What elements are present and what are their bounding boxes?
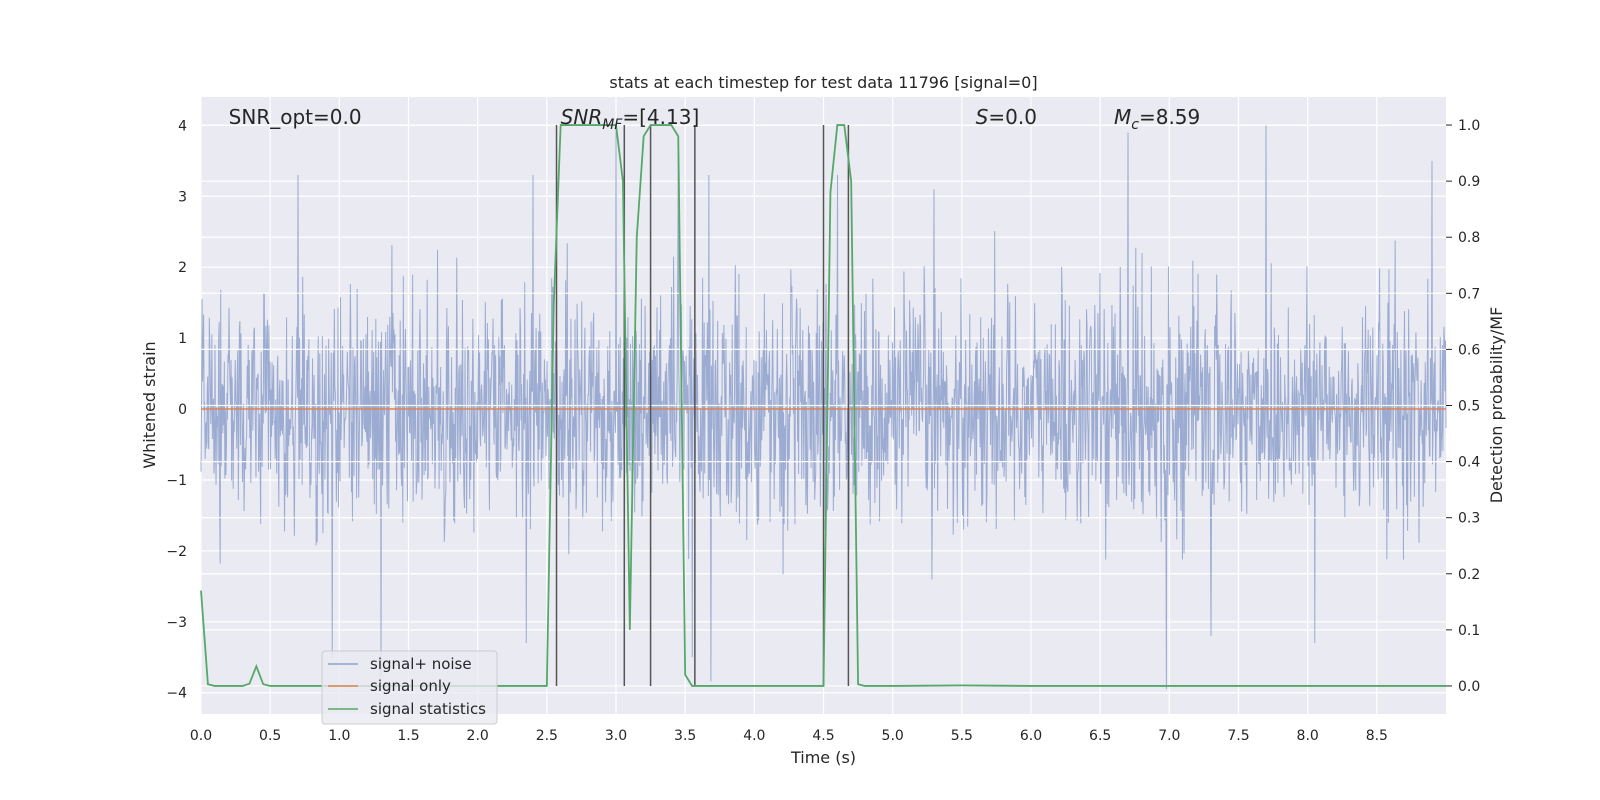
legend: signal+ noise signal only signal statist… (321, 650, 498, 725)
x-tick-label: 4.0 (743, 728, 765, 744)
y-left-axis-ticks: −4 −3 −2 −1 0 1 2 3 4 (166, 118, 187, 701)
y-right-tick-label: 0.4 (1458, 455, 1480, 471)
y-left-tick-label: −3 (166, 615, 187, 631)
y-left-axis-label: Whitened strain (140, 341, 159, 468)
y-left-tick-label: 3 (178, 189, 187, 205)
legend-label-signal-only: signal only (370, 677, 451, 695)
y-left-tick-label: −4 (166, 686, 187, 702)
y-left-tick-label: −1 (166, 473, 187, 489)
y-right-tick-label: 0.8 (1458, 230, 1480, 246)
x-tick-label: 3.0 (605, 728, 627, 744)
legend-label-signal-statistics: signal statistics (370, 700, 486, 718)
x-tick-label: 6.0 (1020, 728, 1042, 744)
x-axis-ticks: 0.0 0.5 1.0 1.5 2.0 2.5 3.0 3.5 4.0 4.5 5.0 5.5 6.0 6… (190, 728, 1388, 744)
y-left-tick-label: −2 (166, 544, 187, 560)
y-right-tick-label: 0.1 (1458, 623, 1480, 639)
annotations: SNR_opt=0.0 SNRMF=[4.13] S=0.0 Mc=8.59 (229, 105, 1201, 133)
x-tick-label: 5.5 (951, 728, 973, 744)
x-tick-label: 1.5 (397, 728, 419, 744)
x-tick-label: 8.0 (1297, 728, 1319, 744)
y-left-tick-label: 2 (178, 260, 187, 276)
annotation-1: SNRMF=[4.13] (561, 105, 700, 133)
x-tick-label: 7.0 (1158, 728, 1180, 744)
x-tick-label: 1.0 (328, 728, 350, 744)
y-left-tick-label: 4 (178, 118, 187, 134)
y-right-tick-label: 0.9 (1458, 174, 1480, 190)
y-right-tick-label: 1.0 (1458, 118, 1480, 134)
y-right-tick-label: 0.7 (1458, 286, 1480, 302)
annotation-3: Mc=8.59 (1114, 105, 1200, 133)
y-left-tick-label: 0 (178, 402, 187, 418)
signal-statistics-line (200, 124, 1446, 687)
legend-label-signal-noise: signal+ noise (370, 655, 472, 673)
x-tick-label: 0.5 (259, 728, 281, 744)
x-axis-label: Time (s) (790, 748, 856, 767)
x-tick-label: 3.5 (674, 728, 696, 744)
x-tick-label: 0.0 (190, 728, 212, 744)
y-right-tick-label: 0.0 (1458, 679, 1480, 695)
annotation-2: S=0.0 (976, 105, 1037, 129)
x-tick-label: 2.5 (536, 728, 558, 744)
legend-box (321, 650, 498, 725)
x-tick-label: 6.5 (1089, 728, 1111, 744)
signal-statistics-series (200, 124, 1446, 687)
y-right-axis-ticks: 0.0 0.1 0.2 0.3 0.4 0.5 0.6 0.7 0.8 0.9 1.0 (1446, 118, 1480, 695)
x-tick-label: 8.5 (1366, 728, 1388, 744)
x-tick-label: 2.0 (467, 728, 489, 744)
x-tick-label: 5.0 (882, 728, 904, 744)
x-tick-label: 4.5 (812, 728, 834, 744)
y-right-axis-label: Detection probability/MF (1487, 307, 1506, 504)
y-right-tick-label: 0.3 (1458, 511, 1480, 527)
x-tick-label: 7.5 (1227, 728, 1249, 744)
y-right-tick-label: 0.2 (1458, 567, 1480, 583)
y-left-tick-label: 1 (178, 331, 187, 347)
detection-markers (555, 125, 850, 686)
y-right-tick-label: 0.5 (1458, 399, 1480, 415)
y-right-tick-label: 0.6 (1458, 342, 1480, 358)
chart-title: stats at each timestep for test data 117… (609, 73, 1037, 92)
annotation-0: SNR_opt=0.0 (229, 105, 362, 129)
